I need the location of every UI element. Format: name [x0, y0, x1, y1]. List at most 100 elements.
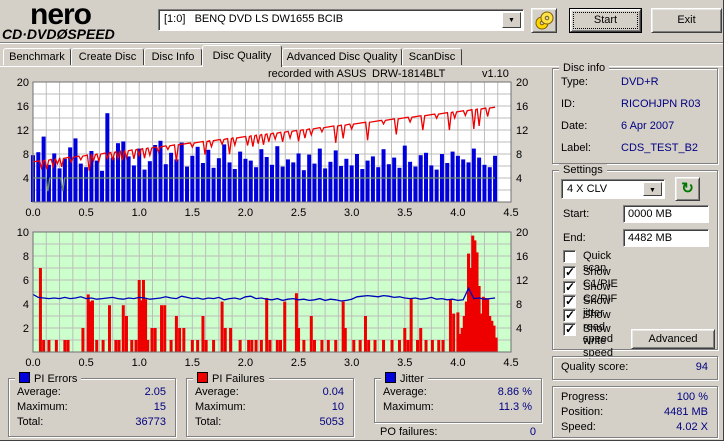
quality-score-label: Quality score:: [561, 361, 629, 373]
svg-text:12: 12: [17, 125, 29, 137]
jitter-title: Jitter: [400, 373, 424, 385]
end-position-label: End:: [563, 232, 586, 244]
disc-label-label: Label:: [561, 142, 591, 154]
svg-text:1.5: 1.5: [185, 207, 200, 219]
disc-info-title: Disc info: [559, 62, 610, 74]
svg-text:0.5: 0.5: [78, 207, 93, 219]
start-position-input[interactable]: 0000 MB: [623, 205, 709, 223]
svg-text:3.0: 3.0: [344, 207, 359, 219]
po-failures-label: PO failures:: [380, 426, 438, 438]
position-value: 4481 MB: [663, 406, 708, 418]
speed-label: Speed:: [561, 421, 596, 433]
svg-text:8: 8: [23, 251, 29, 263]
svg-text:4.5: 4.5: [503, 357, 518, 369]
svg-text:1.0: 1.0: [132, 357, 147, 369]
disc-label-value: CDS_TEST_B2: [621, 142, 699, 154]
svg-text:10: 10: [17, 227, 29, 239]
disc-info-box: Disc info Type: DVD+R ID: RICOHJPN R03 Dat…: [552, 62, 718, 164]
disc-id-label: ID:: [561, 98, 576, 110]
pi-errors-legend-icon: [19, 372, 30, 383]
svg-text:20: 20: [516, 77, 528, 89]
advanced-button[interactable]: Advanced: [631, 329, 715, 349]
po-failures-value: 0: [529, 426, 536, 438]
pie-average-value: 2.05: [144, 386, 166, 398]
svg-text:8: 8: [23, 149, 29, 161]
pi-errors-chart: 0.0 0.5 1.0 1.5 2.0 2.5 3.0 3.5 4.0 4.5 4 8 12 16 20 4 8…: [17, 77, 529, 219]
pif-total-label: Total:: [195, 416, 222, 428]
svg-text:20: 20: [516, 227, 528, 239]
svg-text:0.5: 0.5: [78, 357, 93, 369]
exit-button[interactable]: Exit: [651, 8, 722, 33]
tab-disc-quality[interactable]: Disc Quality: [202, 45, 282, 67]
disc-type-label: Type:: [561, 76, 588, 88]
svg-text:3.0: 3.0: [344, 357, 359, 369]
tab-scandisc[interactable]: ScanDisc: [402, 48, 462, 65]
version-label: v1.10: [482, 68, 509, 80]
jitter-legend-icon: [385, 372, 396, 383]
recorded-with-label: recorded with ASUS: [268, 68, 367, 80]
svg-text:8: 8: [516, 149, 522, 161]
jitter-average-label: Average:: [383, 386, 427, 398]
pi-failures-stats-box: PI Failures Average: 0.04 Maximum: 10 Tota…: [186, 372, 354, 437]
start-position-label: Start:: [563, 208, 590, 220]
tab-create-disc[interactable]: Create Disc: [71, 48, 144, 65]
svg-text:2: 2: [23, 323, 29, 335]
disc-eject-button[interactable]: [531, 8, 557, 33]
tab-benchmark[interactable]: Benchmark: [3, 48, 71, 65]
pi-failures-chart: 0.0 0.5 1.0 1.5 2.0 2.5 3.0 3.5 4.0 4.5 2 4 6 8 10 4 8 12…: [17, 227, 529, 369]
svg-text:3.5: 3.5: [397, 207, 412, 219]
speed-select[interactable]: 4 X CLV ▼: [561, 179, 665, 199]
disc-date-label: Date:: [561, 120, 588, 132]
pie-total-label: Total:: [17, 416, 44, 428]
nero-logo: nero: [30, 0, 92, 31]
pif-maximum-label: Maximum:: [195, 401, 246, 413]
pi-failures-legend-icon: [197, 372, 208, 383]
pie-total-value: 36773: [135, 416, 166, 428]
disc-date-value: 6 Apr 2007: [621, 120, 675, 132]
pie-maximum-label: Maximum:: [17, 401, 68, 413]
speed-select-value: 4 X CLV: [567, 183, 608, 195]
svg-text:20: 20: [17, 77, 29, 89]
refresh-arrows-icon: ↻: [681, 180, 694, 197]
jitter-average-value: 8.86 %: [497, 386, 532, 398]
svg-text:4.0: 4.0: [450, 357, 465, 369]
quality-score-value: 94: [695, 361, 708, 373]
svg-text:4.0: 4.0: [450, 207, 465, 219]
svg-text:0.0: 0.0: [25, 357, 40, 369]
svg-text:12: 12: [516, 125, 528, 137]
writer-model-label: DRW-1814BLT: [372, 68, 446, 80]
start-button[interactable]: Start: [569, 8, 642, 33]
tab-advanced-disc-quality[interactable]: Advanced Disc Quality: [282, 48, 402, 65]
end-position-input[interactable]: 4482 MB: [623, 229, 709, 247]
jitter-maximum-label: Maximum:: [383, 401, 434, 413]
progress-label: Progress:: [561, 391, 609, 403]
tab-disc-info[interactable]: Disc Info: [144, 48, 202, 65]
jitter-stats-box: Jitter Average: 8.86 % Maximum: 11.3 %: [374, 372, 542, 423]
position-label: Position:: [561, 406, 604, 418]
svg-text:12: 12: [516, 275, 528, 287]
svg-text:16: 16: [516, 251, 528, 263]
svg-text:1.0: 1.0: [132, 207, 147, 219]
pie-maximum-value: 15: [153, 401, 166, 413]
toolbar-divider: [0, 42, 723, 44]
settings-box: Settings 4 X CLV ▼ ↻ Start: 0000 MB End:…: [552, 164, 718, 359]
cd-dvd-speed-logo: CD·DVDØSPEED: [2, 26, 115, 42]
chevron-down-icon[interactable]: ▼: [502, 12, 521, 28]
svg-text:4: 4: [23, 173, 29, 185]
refresh-button[interactable]: ↻: [675, 177, 700, 201]
svg-text:8: 8: [516, 299, 522, 311]
svg-text:2.0: 2.0: [238, 207, 253, 219]
pi-failures-title: PI Failures: [212, 373, 265, 385]
progress-box: Progress: 100 % Position: 4481 MB Speed: 4.…: [552, 386, 718, 438]
svg-text:4: 4: [23, 299, 29, 311]
jitter-maximum-value: 11.3 %: [498, 401, 532, 413]
svg-text:16: 16: [17, 101, 29, 113]
pif-total-value: 5053: [319, 416, 344, 428]
drive-select[interactable]: [1:0] BENQ DVD LS DW1655 BCIB ▼: [158, 9, 524, 31]
pif-maximum-value: 10: [331, 401, 344, 413]
pif-average-value: 0.04: [322, 386, 344, 398]
chevron-down-icon[interactable]: ▼: [643, 182, 662, 196]
svg-text:16: 16: [516, 101, 528, 113]
settings-title: Settings: [559, 164, 607, 176]
